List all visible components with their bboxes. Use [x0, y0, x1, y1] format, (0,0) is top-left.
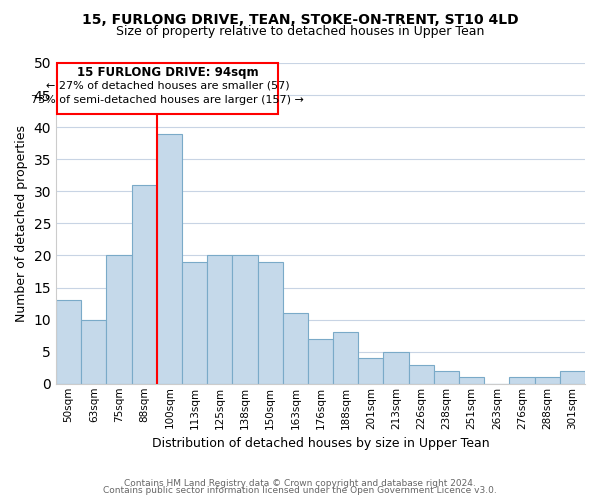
Text: ← 27% of detached houses are smaller (57): ← 27% of detached houses are smaller (57… — [46, 80, 289, 90]
Bar — [308, 339, 333, 384]
Text: Contains public sector information licensed under the Open Government Licence v3: Contains public sector information licen… — [103, 486, 497, 495]
FancyBboxPatch shape — [58, 63, 278, 114]
Text: 15, FURLONG DRIVE, TEAN, STOKE-ON-TRENT, ST10 4LD: 15, FURLONG DRIVE, TEAN, STOKE-ON-TRENT,… — [82, 12, 518, 26]
Bar — [535, 378, 560, 384]
Bar — [560, 371, 585, 384]
Bar — [56, 300, 81, 384]
Text: Size of property relative to detached houses in Upper Tean: Size of property relative to detached ho… — [116, 25, 484, 38]
Bar — [232, 256, 257, 384]
Bar — [358, 358, 383, 384]
Bar — [434, 371, 459, 384]
Bar — [333, 332, 358, 384]
Bar — [257, 262, 283, 384]
Y-axis label: Number of detached properties: Number of detached properties — [15, 125, 28, 322]
Bar — [131, 185, 157, 384]
Bar — [182, 262, 207, 384]
Bar — [509, 378, 535, 384]
Bar — [81, 320, 106, 384]
Text: Contains HM Land Registry data © Crown copyright and database right 2024.: Contains HM Land Registry data © Crown c… — [124, 478, 476, 488]
Bar — [383, 352, 409, 384]
Text: 15 FURLONG DRIVE: 94sqm: 15 FURLONG DRIVE: 94sqm — [77, 66, 259, 79]
Bar — [207, 256, 232, 384]
Bar — [157, 134, 182, 384]
X-axis label: Distribution of detached houses by size in Upper Tean: Distribution of detached houses by size … — [152, 437, 490, 450]
Bar — [106, 256, 131, 384]
Bar — [409, 364, 434, 384]
Bar — [283, 313, 308, 384]
Bar — [459, 378, 484, 384]
Text: 73% of semi-detached houses are larger (157) →: 73% of semi-detached houses are larger (… — [31, 95, 304, 105]
